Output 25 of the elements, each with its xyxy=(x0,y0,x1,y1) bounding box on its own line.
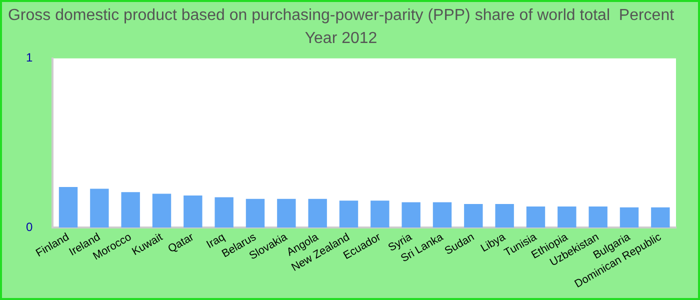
bar xyxy=(651,207,670,228)
bar xyxy=(526,206,546,228)
y-tick-label: 0 xyxy=(26,220,33,234)
bar xyxy=(432,202,452,228)
bar xyxy=(464,204,483,228)
bar xyxy=(58,187,78,228)
bar xyxy=(402,202,420,228)
bar xyxy=(339,200,358,228)
bar xyxy=(277,198,296,228)
chart-title: Gross domestic product based on purchasing-power-parity (PPP) share of world total Percent xyxy=(8,7,675,24)
bar xyxy=(370,200,390,228)
bar xyxy=(246,198,265,228)
y-tick-label: 1 xyxy=(26,50,33,65)
bar xyxy=(308,198,327,228)
bar xyxy=(558,206,576,228)
bar xyxy=(495,204,514,228)
bar xyxy=(121,192,140,228)
x-tick-label: Qatar xyxy=(166,231,196,256)
bar xyxy=(214,197,234,228)
bar xyxy=(152,194,172,228)
chart-subtitle: Year 2012 xyxy=(304,30,378,48)
bar xyxy=(184,196,202,228)
bar xyxy=(90,188,109,228)
bar xyxy=(620,207,639,228)
bar xyxy=(588,206,608,228)
